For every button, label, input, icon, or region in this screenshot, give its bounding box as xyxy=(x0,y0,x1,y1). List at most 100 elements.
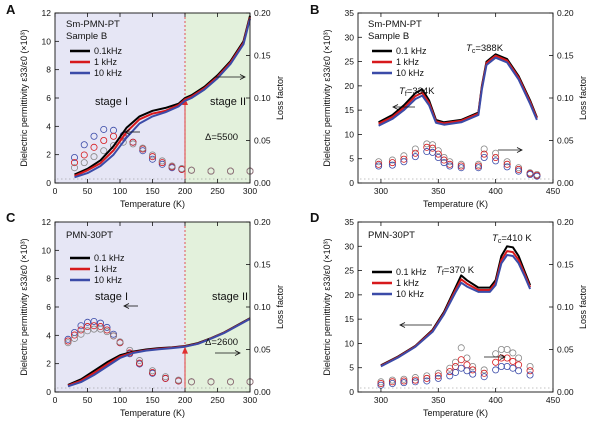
loss-point xyxy=(526,362,534,370)
y-tick-label: 15 xyxy=(345,314,355,324)
y-axis-label: Dielectric permittivity ε33/ε0 (×10³) xyxy=(322,29,332,166)
y2-axis-label: Loss factor xyxy=(578,76,588,120)
y-tick-label: 10 xyxy=(345,338,355,348)
loss-point xyxy=(411,149,419,157)
loss-point xyxy=(375,162,383,170)
loss-point xyxy=(71,331,79,339)
x-tick-label: 100 xyxy=(113,186,127,196)
y2-tick-label: 0.20 xyxy=(254,217,271,227)
loss-point xyxy=(84,318,92,326)
y-tick-label: 4 xyxy=(46,330,51,340)
loss-point xyxy=(515,165,523,173)
loss-point xyxy=(480,145,488,153)
y-tick-label: 0 xyxy=(349,387,354,397)
y-tick-label: 20 xyxy=(345,81,355,91)
loss-point xyxy=(71,334,79,342)
delta-annotation: Δ=2600 xyxy=(205,337,238,348)
loss-point xyxy=(480,153,488,161)
loss-point xyxy=(503,158,511,166)
y-tick-label: 35 xyxy=(345,8,355,18)
loss-point xyxy=(434,369,442,377)
y2-tick-label: 0.05 xyxy=(254,136,271,146)
plot-frame xyxy=(357,221,554,393)
loss-point xyxy=(423,377,431,385)
stage-II-label: stage II xyxy=(210,96,246,108)
loss-point xyxy=(148,151,156,159)
y-tick-label: 4 xyxy=(46,121,51,131)
loss-point xyxy=(400,375,408,383)
loss-point xyxy=(178,165,186,173)
loss-point xyxy=(187,166,195,174)
loss-point xyxy=(168,162,176,170)
loss-point xyxy=(388,376,396,384)
y-tick-label: 2 xyxy=(46,359,51,369)
loss-point xyxy=(103,323,111,331)
axis-arrowhead xyxy=(123,303,130,309)
loss-point xyxy=(226,378,234,386)
loss-point xyxy=(226,167,234,175)
loss-point xyxy=(434,372,442,380)
permittivity-line-3 xyxy=(378,56,538,127)
panel-letter: B xyxy=(310,2,319,17)
loss-point xyxy=(375,160,383,168)
y-tick-label: 6 xyxy=(46,93,51,103)
loss-point xyxy=(503,160,511,168)
loss-point xyxy=(129,140,137,148)
loss-point xyxy=(492,153,500,161)
loss-point xyxy=(497,345,505,353)
loss-point xyxy=(515,164,523,172)
loss-point xyxy=(388,161,396,169)
sample-label: PMN-30PT xyxy=(368,230,415,241)
y-tick-label: 10 xyxy=(42,245,52,255)
stage-I-label: stage I xyxy=(95,291,128,303)
x-tick-label: 0 xyxy=(53,395,58,405)
temperature-annotation: Tf=334K xyxy=(399,86,435,98)
x-tick-label: 300 xyxy=(374,395,388,405)
loss-point xyxy=(423,374,431,382)
x-tick-label: 0 xyxy=(53,186,58,196)
sample-label: Sample B xyxy=(66,31,107,42)
permittivity-line-3 xyxy=(74,18,251,179)
y2-tick-label: 0.15 xyxy=(254,51,271,61)
loss-point xyxy=(80,151,88,159)
delta-arrowhead xyxy=(182,346,188,354)
x-tick-label: 150 xyxy=(145,186,159,196)
loss-point xyxy=(110,330,118,338)
x-axis-label: Temperature (K) xyxy=(120,408,185,418)
legend-label: 1 kHz xyxy=(396,57,420,67)
y-tick-label: 10 xyxy=(345,129,355,139)
loss-point xyxy=(440,156,448,164)
loss-point xyxy=(148,368,156,376)
loss-point xyxy=(463,367,471,375)
sample-label: PMN-30PT xyxy=(66,230,113,241)
loss-point xyxy=(388,159,396,167)
loss-point xyxy=(515,167,523,175)
loss-point xyxy=(457,164,465,172)
temperature-annotation: Tf=370 K xyxy=(436,265,475,277)
loss-point xyxy=(457,364,465,372)
loss-point xyxy=(77,322,85,330)
y-tick-label: 2 xyxy=(46,150,51,160)
loss-point xyxy=(64,335,72,343)
x-axis-label: Temperature (K) xyxy=(423,408,488,418)
panel-letter: A xyxy=(6,2,16,17)
temperature-annotation: Tc=388K xyxy=(466,43,504,55)
loss-point xyxy=(503,354,511,362)
stage-II-label: stage II xyxy=(212,291,248,303)
loss-point xyxy=(135,359,143,367)
y2-tick-label: 0.20 xyxy=(557,217,574,227)
axis-arrowhead xyxy=(499,354,506,360)
loss-point xyxy=(480,150,488,158)
loss-point xyxy=(90,132,98,140)
loss-point xyxy=(474,160,482,168)
loss-point xyxy=(463,361,471,369)
y2-tick-label: 0.05 xyxy=(254,345,271,355)
x-tick-label: 300 xyxy=(374,186,388,196)
legend-label: 10 kHz xyxy=(396,68,425,78)
legend-label: 10 kHz xyxy=(396,289,425,299)
loss-point xyxy=(440,159,448,167)
y-tick-label: 0 xyxy=(46,178,51,188)
loss-point xyxy=(440,153,448,161)
loss-point xyxy=(129,138,137,146)
loss-point xyxy=(207,378,215,386)
